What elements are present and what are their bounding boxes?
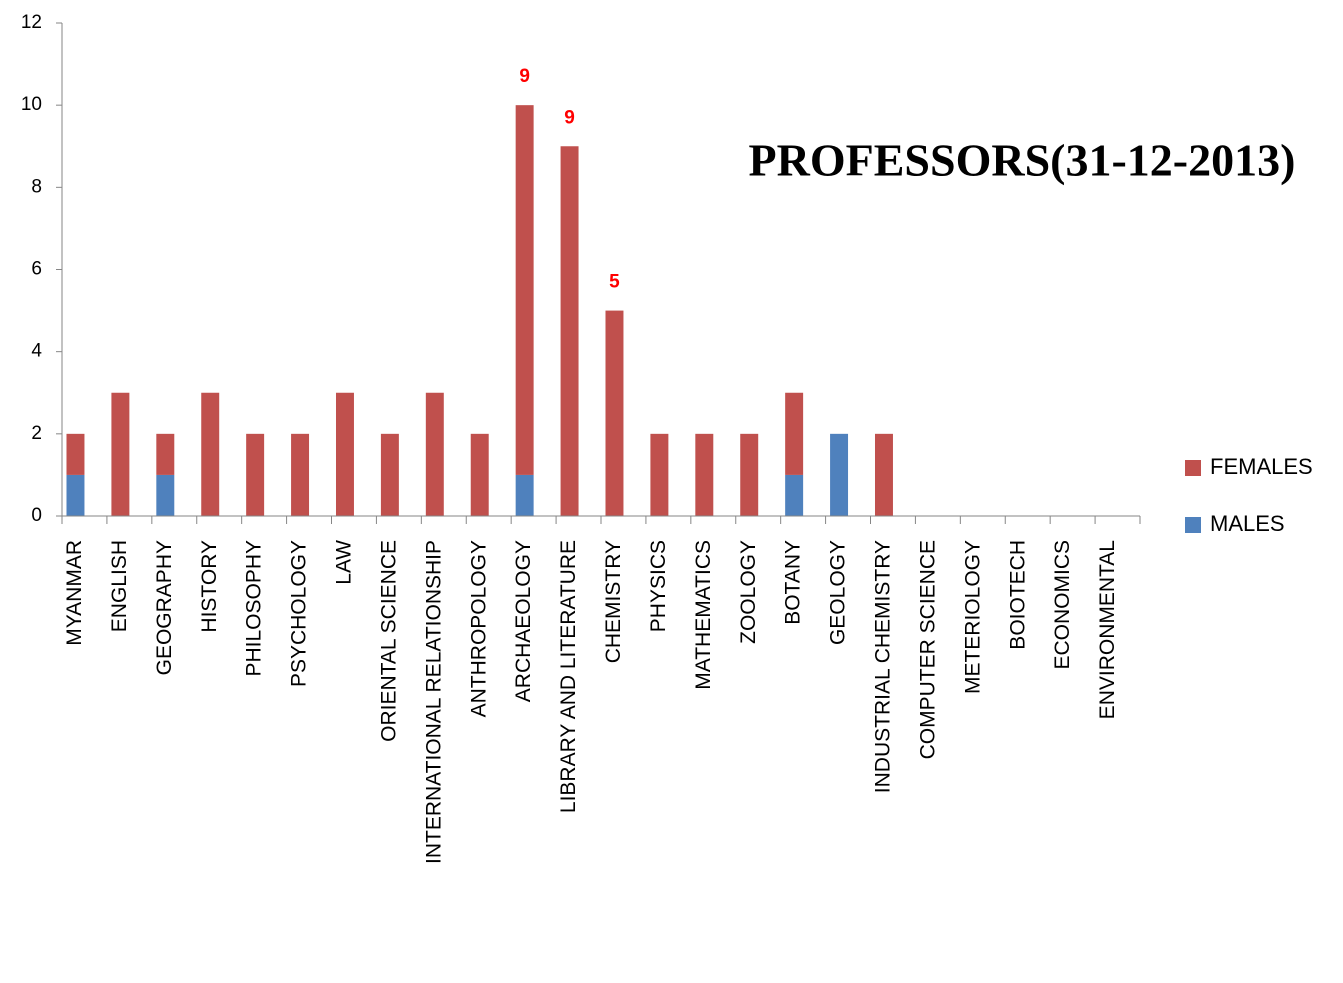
y-tick-label: 4 (31, 341, 42, 362)
data-label: 9 (564, 107, 575, 128)
bar-segment (66, 433, 85, 475)
bar-segment (380, 433, 399, 516)
x-tick-label: LIBRARY AND LITERATURE (557, 540, 580, 813)
y-tick-label: 12 (21, 12, 42, 33)
x-tick-label: COMPUTER SCIENCE (916, 540, 939, 759)
bar-segment (515, 474, 534, 516)
bar-segment (560, 146, 579, 516)
x-tick-label: INDUSTRIAL CHEMISTRY (872, 540, 895, 793)
bar-segment (695, 433, 714, 516)
bar-segment (156, 474, 175, 516)
y-tick-label: 0 (31, 505, 42, 526)
bar-segment (156, 433, 175, 475)
data-label: 5 (609, 272, 620, 293)
y-tick-label: 8 (31, 176, 42, 197)
bar-segment (785, 474, 804, 516)
x-tick-label: HISTORY (198, 540, 221, 633)
x-tick-label: ORIENTAL SCIENCE (377, 540, 400, 742)
y-tick-label: 2 (31, 423, 42, 444)
x-tick-label: PSYCHOLOGY (288, 540, 311, 687)
x-tick-label: INTERNATIONAL RELATIONSHIP (422, 540, 445, 864)
legend-label: MALES (1210, 511, 1285, 536)
bar-segment (201, 392, 220, 516)
x-tick-label: ENVIRONMENTAL (1096, 540, 1119, 719)
x-tick-label: ARCHAEOLOGY (512, 540, 535, 702)
bar-segment (246, 433, 265, 516)
x-tick-label: CHEMISTRY (602, 540, 625, 663)
x-tick-label: METERIOLOGY (961, 540, 984, 694)
x-tick-label: ENGLISH (108, 540, 131, 632)
x-tick-label: GEOLOGY (827, 540, 850, 645)
x-tick-label: MYANMAR (63, 540, 86, 646)
x-tick-label: LAW (333, 540, 356, 585)
bar-segment (650, 433, 669, 516)
bar-segment (515, 105, 534, 475)
bar-segment (66, 474, 85, 516)
x-tick-label: PHYSICS (647, 540, 670, 632)
bar-segment (830, 433, 849, 516)
legend-swatch (1185, 517, 1201, 533)
y-tick-label: 6 (31, 259, 42, 280)
x-tick-label: ZOOLOGY (737, 540, 760, 644)
y-tick-label: 10 (21, 94, 42, 115)
chart-title: PROFESSORS(31-12-2013) (749, 135, 1296, 186)
bar-segment (111, 392, 130, 516)
x-tick-label: GEOGRAPHY (153, 540, 176, 675)
x-tick-label: BOIOTECH (1006, 540, 1029, 650)
x-tick-label: BOTANY (782, 540, 805, 625)
bar-segment (874, 433, 893, 516)
x-tick-label: MATHEMATICS (692, 540, 715, 690)
bar-segment (605, 310, 624, 516)
bar-segment (785, 392, 804, 475)
bar-segment (291, 433, 310, 516)
bar-segment (470, 433, 489, 516)
x-tick-label: ECONOMICS (1051, 540, 1074, 670)
legend-swatch (1185, 460, 1201, 476)
legend-label: FEMALES (1210, 454, 1313, 479)
bar-segment (740, 433, 759, 516)
bar-segment (335, 392, 354, 516)
x-tick-label: ANTHROPOLOGY (467, 540, 490, 717)
x-tick-label: PHILOSOPHY (243, 540, 266, 677)
data-label: 9 (519, 66, 530, 87)
bar-segment (425, 392, 444, 516)
